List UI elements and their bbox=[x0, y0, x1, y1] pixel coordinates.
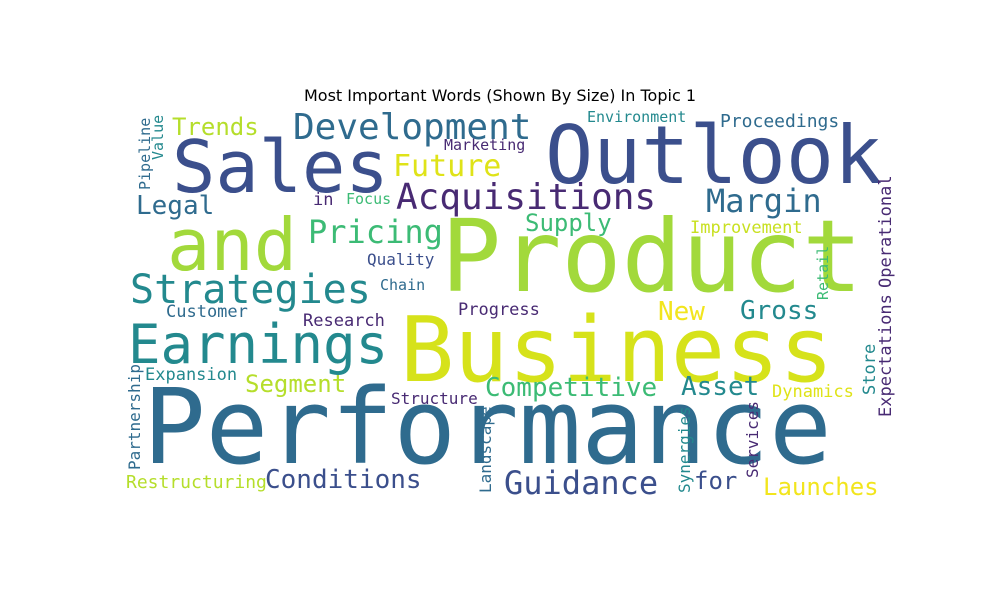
word-expansion: Expansion bbox=[145, 365, 237, 385]
word-acquisitions: Acquisitions bbox=[396, 177, 656, 218]
word-value: Value bbox=[149, 115, 167, 160]
chart-title: Most Important Words (Shown By Size) In … bbox=[303, 86, 697, 105]
word-quality: Quality bbox=[367, 250, 435, 269]
word-services: Services bbox=[743, 401, 762, 478]
word-supply: Supply bbox=[525, 209, 612, 237]
word-conditions: Conditions bbox=[265, 465, 422, 495]
word-synergies: Synergies bbox=[675, 406, 694, 493]
word-strategies: Strategies bbox=[130, 267, 371, 313]
word-focus: Focus bbox=[346, 190, 391, 208]
word-operational: Operational bbox=[876, 175, 896, 288]
word-progress: Progress bbox=[458, 300, 540, 320]
word-segment: Segment bbox=[245, 370, 346, 398]
word-trends: Trends bbox=[172, 113, 259, 141]
word-expectations: Expectations bbox=[876, 294, 896, 417]
word-product: Product bbox=[441, 198, 862, 315]
word-business: Business bbox=[400, 298, 833, 403]
word-new: New bbox=[658, 297, 705, 327]
word-proceedings: Proceedings bbox=[720, 111, 839, 132]
word-environment: Environment bbox=[587, 108, 686, 126]
word-future: Future bbox=[393, 149, 501, 184]
word-asset: Asset bbox=[681, 372, 759, 402]
word-customer: Customer bbox=[166, 302, 248, 322]
word-competitive: Competitive bbox=[485, 373, 657, 403]
word-in: in bbox=[313, 190, 333, 210]
word-and: and bbox=[167, 203, 297, 287]
word-dynamics: Dynamics bbox=[772, 382, 854, 402]
word-pipeline: Pipeline bbox=[136, 118, 154, 190]
word-gross: Gross bbox=[740, 296, 818, 326]
word-development: Development bbox=[293, 107, 531, 148]
word-structure: Structure bbox=[391, 389, 478, 408]
word-pricing: Pricing bbox=[308, 213, 443, 251]
word-legal: Legal bbox=[136, 191, 214, 221]
word-marketing: Marketing bbox=[444, 136, 525, 154]
word-research: Research bbox=[303, 311, 385, 331]
word-partnership: Partnership bbox=[125, 364, 144, 470]
word-guidance: Guidance bbox=[504, 464, 658, 502]
word-launches: Launches bbox=[763, 473, 879, 501]
word-margin: Margin bbox=[706, 182, 822, 220]
word-restructuring: Restructuring bbox=[126, 472, 267, 493]
word-store: Store bbox=[860, 344, 880, 395]
word-retail: Retail bbox=[814, 246, 832, 300]
word-for: for bbox=[694, 467, 737, 495]
word-performance: Performance bbox=[143, 366, 832, 488]
word-outlook: Outlook bbox=[545, 109, 882, 202]
word-earnings: Earnings bbox=[128, 313, 388, 376]
word-improvement: Improvement bbox=[690, 218, 803, 238]
word-chain: Chain bbox=[380, 276, 425, 294]
word-sales: Sales bbox=[172, 125, 389, 209]
word-landscape: Landscape bbox=[476, 406, 495, 493]
